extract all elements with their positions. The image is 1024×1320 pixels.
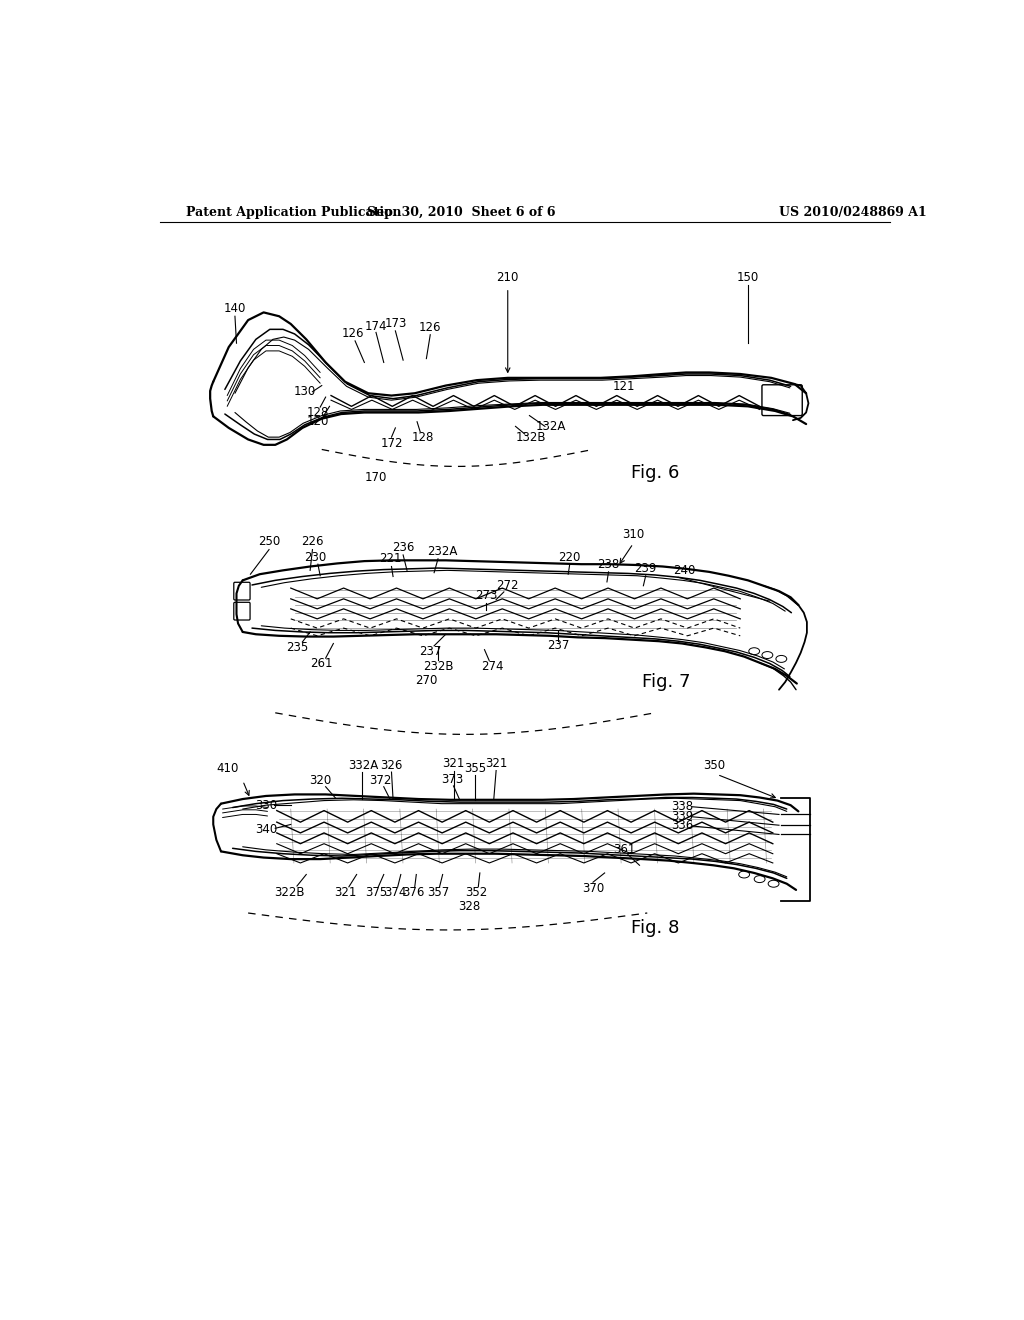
Text: Fig. 8: Fig. 8 xyxy=(631,920,679,937)
Text: 330: 330 xyxy=(255,799,278,812)
Text: 372: 372 xyxy=(369,774,391,787)
Text: 261: 261 xyxy=(310,657,333,671)
Text: 320: 320 xyxy=(309,774,332,787)
Text: 321: 321 xyxy=(442,758,465,770)
Text: 376: 376 xyxy=(402,886,424,899)
Text: 361: 361 xyxy=(612,843,635,857)
Text: US 2010/0248869 A1: US 2010/0248869 A1 xyxy=(779,206,927,219)
Text: 357: 357 xyxy=(427,886,450,899)
Text: 322B: 322B xyxy=(274,886,304,899)
Text: 132A: 132A xyxy=(536,420,565,433)
Text: 238: 238 xyxy=(597,558,620,572)
Text: 328: 328 xyxy=(458,900,480,913)
Text: 220: 220 xyxy=(558,550,581,564)
Text: 340: 340 xyxy=(255,824,278,837)
Text: 130: 130 xyxy=(294,385,315,399)
Text: 221: 221 xyxy=(379,552,401,565)
Text: 235: 235 xyxy=(286,640,308,653)
Text: 232A: 232A xyxy=(427,545,457,557)
Text: 173: 173 xyxy=(384,317,407,330)
Text: 126: 126 xyxy=(419,321,441,334)
Text: 170: 170 xyxy=(365,471,387,484)
Text: 237: 237 xyxy=(547,639,569,652)
Text: 332A: 332A xyxy=(348,759,378,772)
Text: 375: 375 xyxy=(365,886,387,899)
Text: 128: 128 xyxy=(412,430,434,444)
Text: 355: 355 xyxy=(464,762,486,775)
Text: 121: 121 xyxy=(612,380,635,393)
Text: 352: 352 xyxy=(466,886,487,899)
Text: 273: 273 xyxy=(475,589,498,602)
Text: 321: 321 xyxy=(485,758,507,770)
Text: 230: 230 xyxy=(304,550,327,564)
Text: 321: 321 xyxy=(334,886,356,899)
Text: 339: 339 xyxy=(671,810,693,824)
Text: 336: 336 xyxy=(671,820,693,833)
Text: 370: 370 xyxy=(582,882,604,895)
Text: 236: 236 xyxy=(392,541,415,554)
Text: 126: 126 xyxy=(341,327,364,341)
Text: 240: 240 xyxy=(673,564,695,577)
Text: 338: 338 xyxy=(671,800,693,813)
Text: 120: 120 xyxy=(306,416,329,428)
Text: 350: 350 xyxy=(702,759,725,772)
Text: 272: 272 xyxy=(497,579,519,593)
Text: 140: 140 xyxy=(224,302,246,315)
Text: Sep. 30, 2010  Sheet 6 of 6: Sep. 30, 2010 Sheet 6 of 6 xyxy=(367,206,555,219)
Text: 237: 237 xyxy=(419,644,441,657)
Text: 128: 128 xyxy=(306,407,329,418)
Text: 239: 239 xyxy=(635,562,656,576)
Text: 210: 210 xyxy=(497,271,519,284)
Text: 374: 374 xyxy=(384,886,407,899)
Text: 226: 226 xyxy=(301,536,324,548)
Text: 250: 250 xyxy=(258,536,281,548)
Text: 174: 174 xyxy=(365,319,387,333)
Text: 172: 172 xyxy=(380,437,402,450)
Text: 132B: 132B xyxy=(516,430,546,444)
Text: Fig. 7: Fig. 7 xyxy=(642,673,691,690)
Text: 270: 270 xyxy=(415,675,437,686)
Text: 326: 326 xyxy=(380,759,402,772)
Text: 373: 373 xyxy=(440,772,463,785)
Text: 232B: 232B xyxy=(423,660,454,673)
Text: 310: 310 xyxy=(623,528,644,541)
Text: Patent Application Publication: Patent Application Publication xyxy=(186,206,401,219)
Text: 410: 410 xyxy=(216,762,239,775)
Text: 274: 274 xyxy=(481,660,504,673)
Text: Fig. 6: Fig. 6 xyxy=(631,463,679,482)
Text: 150: 150 xyxy=(737,271,759,284)
